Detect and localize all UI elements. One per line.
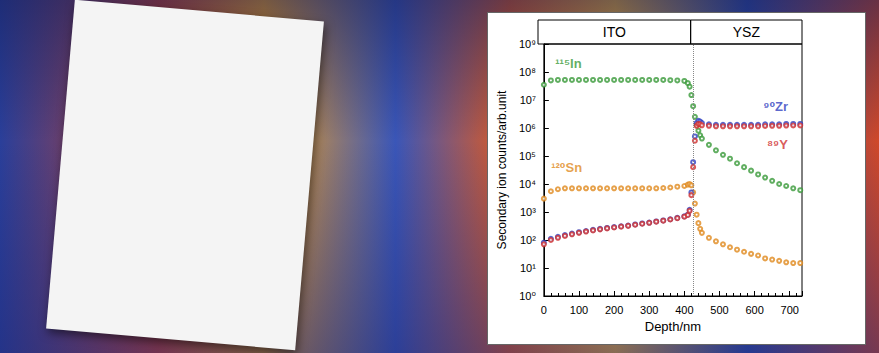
svg-text:300: 300: [640, 304, 658, 316]
svg-text:¹²⁰Sn: ¹²⁰Sn: [551, 160, 582, 175]
svg-text:10¹: 10¹: [520, 262, 536, 274]
svg-text:YSZ: YSZ: [733, 24, 761, 40]
svg-text:500: 500: [710, 304, 728, 316]
svg-text:700: 700: [781, 304, 799, 316]
svg-text:Depth/nm: Depth/nm: [645, 319, 701, 334]
svg-text:¹¹⁵In: ¹¹⁵In: [555, 56, 581, 71]
svg-text:10⁶: 10⁶: [519, 122, 536, 134]
svg-text:10⁰: 10⁰: [519, 290, 536, 302]
svg-text:ITO: ITO: [603, 24, 626, 40]
svg-text:10⁸: 10⁸: [519, 66, 536, 78]
svg-text:200: 200: [605, 304, 623, 316]
svg-text:10⁷: 10⁷: [520, 94, 536, 106]
svg-text:400: 400: [675, 304, 693, 316]
svg-text:10⁹: 10⁹: [519, 38, 536, 50]
svg-text:600: 600: [745, 304, 763, 316]
svg-text:10³: 10³: [520, 206, 536, 218]
svg-text:10⁴: 10⁴: [519, 178, 536, 190]
svg-text:⁹⁰Zr: ⁹⁰Zr: [763, 99, 788, 114]
svg-text:Secondary ion counts/arb.unit: Secondary ion counts/arb.unit: [495, 90, 509, 249]
svg-text:10²: 10²: [520, 234, 536, 246]
svg-text:⁸⁹Y: ⁸⁹Y: [767, 137, 788, 152]
svg-text:100: 100: [570, 304, 588, 316]
svg-text:0: 0: [541, 304, 547, 316]
svg-text:10⁵: 10⁵: [519, 150, 536, 162]
